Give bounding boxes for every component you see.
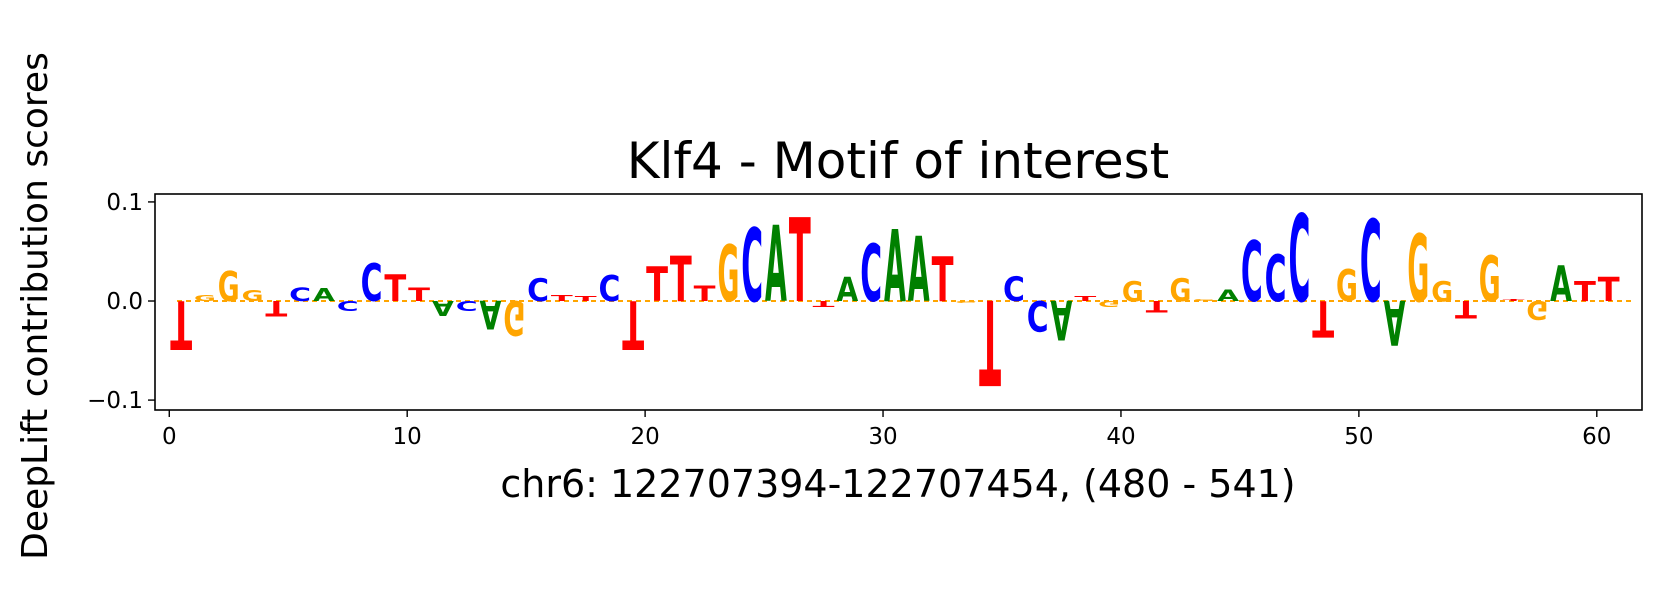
logo-letter-c: C <box>456 297 478 313</box>
logo-letter-t: T <box>170 284 192 360</box>
x-tick-label: 40 <box>1106 424 1135 450</box>
logo-letter-g: G <box>1193 299 1215 302</box>
x-tick-label: 0 <box>162 424 177 450</box>
logo-letter-t: T <box>1598 271 1620 309</box>
logo-letter-t: T <box>813 299 835 309</box>
logo-letter-a: A <box>1384 286 1406 357</box>
logo-letter-t: T <box>575 295 597 303</box>
logo-letter-g: G <box>242 288 264 305</box>
logo-letter-t: T <box>694 282 716 307</box>
logo-letter-g: G <box>955 300 977 303</box>
logo-letter-t: T <box>646 256 668 312</box>
logo-letter-g: G <box>1098 299 1120 309</box>
logo-letter-t: T <box>1146 297 1169 316</box>
logo-letter-g: G <box>194 294 216 304</box>
logo-letter-a: A <box>884 210 906 326</box>
logo-letter-t: T <box>265 295 287 320</box>
logo-letter-t: T <box>1312 289 1334 347</box>
logo-letter-g: G <box>1431 277 1453 308</box>
logo-letter-c: C <box>860 230 882 321</box>
logo-letter-c: C <box>337 297 359 313</box>
logo-letter-c: C <box>1241 224 1263 321</box>
logo-letter-c: C <box>1003 269 1025 309</box>
y-tick-label: 0.0 <box>106 289 143 315</box>
logo-letter-c: C <box>1265 242 1287 316</box>
x-tick-label: 60 <box>1582 424 1611 450</box>
logo-letter-t: T <box>789 193 811 328</box>
logo-letter-a: A <box>432 296 454 320</box>
logo-letter-g: G <box>1122 277 1144 308</box>
x-tick-label: 50 <box>1344 424 1373 450</box>
logo-letter-c: C <box>598 269 620 310</box>
logo-letter-t: T <box>1074 295 1096 303</box>
logo-letter-t: T <box>622 284 644 360</box>
logo-letter-c: C <box>1027 291 1049 341</box>
logo-letter-t: T <box>408 284 430 306</box>
logo-letter-a: A <box>1051 287 1073 350</box>
logo-letter-g: G <box>1526 294 1548 323</box>
logo-letter-a: A <box>313 285 336 306</box>
logo-letter-g: G <box>1169 272 1191 309</box>
x-tick-label: 10 <box>393 424 422 450</box>
logo-letter-g: G <box>717 229 739 320</box>
logo-letter-g: G <box>1479 244 1501 317</box>
logo-letter-g: G <box>1407 217 1429 324</box>
logo-letter-t: T <box>551 293 573 303</box>
x-tick-label: 30 <box>868 424 897 450</box>
logo-letter-c: C <box>527 273 549 309</box>
logo-letter-a: A <box>1550 257 1572 313</box>
logo-letter-t: T <box>1503 299 1526 302</box>
logo-letter-g: G <box>503 289 525 344</box>
logo-letter-c: C <box>1288 190 1310 330</box>
chart-title: Klf4 - Motif of interest <box>627 132 1170 190</box>
y-axis-label: DeepLift contribution scores <box>15 52 56 560</box>
logo-letter-c: C <box>289 284 311 306</box>
logo-letter-c: C <box>361 253 383 313</box>
x-axis-label: chr6: 122707394-122707454, (480 - 541) <box>500 462 1295 506</box>
y-tick-label: 0.1 <box>106 190 143 216</box>
logo-letter-t: T <box>979 272 1001 407</box>
logo-letter-t: T <box>670 243 692 316</box>
y-tick-label: −0.1 <box>87 388 143 414</box>
logo-letter-t: T <box>1574 276 1597 308</box>
logo-letter-t: T <box>932 245 954 316</box>
plot-area: T G G G TC A C C T TA C A G C T T C T T T T G C A T T A C A A T G T CC A TG… <box>87 190 1643 450</box>
logo-letter-c: C <box>1360 198 1382 328</box>
logo-letter-g: G <box>218 264 240 311</box>
logo-letter-a: A <box>908 217 930 322</box>
logo-letter-a: A <box>1217 287 1239 305</box>
x-tick-label: 20 <box>630 424 659 450</box>
logo-letter-t: T <box>1455 295 1478 323</box>
logo-letter-g: G <box>1336 262 1358 311</box>
logo-letter-a: A <box>765 205 787 326</box>
plot-frame <box>154 193 1643 411</box>
logo-letter-t: T <box>384 268 406 311</box>
logo-letter-c: C <box>741 209 763 326</box>
logo-letter-a: A <box>480 291 502 337</box>
logo-letter-a: A <box>836 272 858 309</box>
